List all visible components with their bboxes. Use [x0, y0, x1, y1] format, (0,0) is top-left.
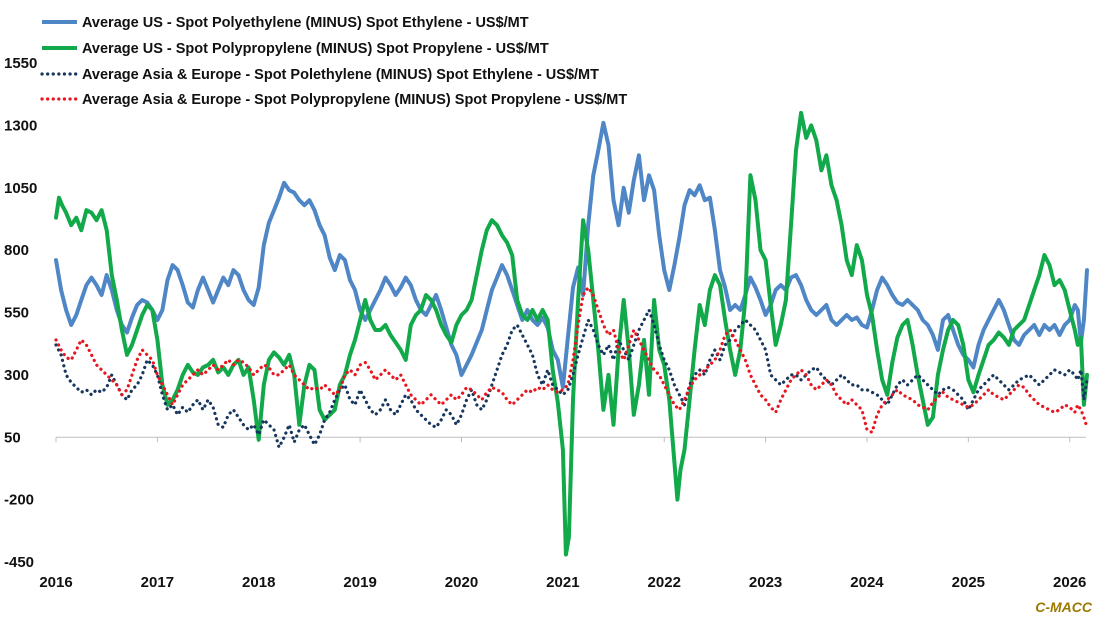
- y-tick-label: 50: [4, 429, 21, 446]
- legend-label-3: Average Asia & Europe - Spot Polethylene…: [82, 67, 599, 83]
- y-tick-label: 1050: [4, 180, 37, 197]
- x-axis-ticks: 2016 2017 2018 2019 2020 2021 2022 2023 2024 2025…: [39, 437, 1086, 591]
- x-tick-label: 2025: [952, 574, 985, 591]
- x-tick-label: 2024: [850, 574, 884, 591]
- y-tick-label: 800: [4, 242, 29, 259]
- series-layer: [54, 110, 1089, 557]
- y-tick-label: 1550: [4, 55, 37, 72]
- legend: Average US - Spot Polyethylene (MINUS) S…: [40, 15, 627, 108]
- x-tick-label: 2026: [1053, 574, 1086, 591]
- y-tick-label: 300: [4, 367, 29, 384]
- x-tick-label: 2022: [648, 574, 681, 591]
- legend-label-2: Average US - Spot Polypropylene (MINUS) …: [82, 41, 549, 57]
- x-tick-label: 2016: [39, 574, 72, 591]
- watermark: C-MACC: [1035, 599, 1092, 615]
- x-tick-label: 2018: [242, 574, 275, 591]
- series-line-1: [54, 120, 1089, 390]
- y-tick-label: 1300: [4, 117, 37, 134]
- y-tick-label: -200: [4, 492, 34, 509]
- x-tick-label: 2017: [141, 574, 174, 591]
- y-tick-label: 550: [4, 305, 29, 322]
- series-line-2: [54, 110, 1089, 557]
- legend-label-1: Average US - Spot Polyethylene (MINUS) S…: [82, 15, 529, 31]
- x-tick-label: 2023: [749, 574, 782, 591]
- x-tick-label: 2019: [343, 574, 376, 591]
- y-axis-ticks: 1550 1300 1050 800 550 300 50 -200 -450: [4, 55, 37, 571]
- x-tick-label: 2020: [445, 574, 478, 591]
- y-tick-label: -450: [4, 554, 34, 571]
- series-line-4: [54, 285, 1089, 434]
- x-tick-label: 2021: [546, 574, 579, 591]
- legend-label-4: Average Asia & Europe - Spot Polypropyle…: [82, 92, 627, 108]
- series-line-3: [54, 308, 1089, 449]
